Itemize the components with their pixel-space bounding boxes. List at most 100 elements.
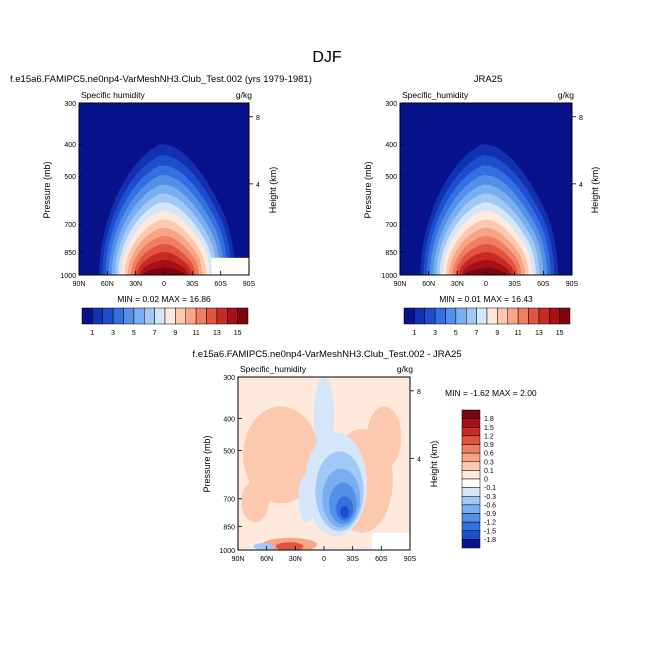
- colorbar-model: 1 3 5 7 9 11 13 15: [81, 307, 249, 337]
- colorbar-box: [227, 307, 238, 325]
- colorbar-box: [466, 307, 477, 325]
- colorbar-label: 9: [173, 330, 177, 337]
- right-tick-label: 8: [256, 115, 260, 122]
- colorbar-box: [528, 307, 540, 325]
- panel-obs-left-label: Specific_humidity: [402, 90, 469, 100]
- panel-obs-units: g/kg: [558, 90, 574, 100]
- panel-diff-ylabel-right: Height (km): [429, 441, 439, 488]
- panel-model-minmax: MIN = 0.02 MAX = 16.86: [117, 294, 211, 304]
- colorbar-label: -1.2: [484, 520, 496, 527]
- colorbar-box: [154, 307, 166, 325]
- x-tick-label: 60S: [214, 281, 227, 288]
- x-tick-label: 0: [484, 281, 488, 288]
- x-tick-label: 60N: [101, 281, 114, 288]
- colorbar-label: 5: [132, 330, 136, 337]
- colorbar-box: [476, 307, 488, 325]
- panel-diff-units: g/kg: [397, 364, 413, 374]
- colorbar-diff: 1.8 1.51.2 0.9 0.60.3 0.1 0-0.1 -0.3-0.6 -0.9 -1…: [461, 409, 496, 549]
- colorbar-box: [92, 307, 103, 325]
- colorbar-label: -0.3: [484, 494, 496, 501]
- y-tick-label: 500: [64, 174, 76, 181]
- colorbar-label: 13: [535, 330, 543, 337]
- contour-band: [313, 377, 335, 454]
- colorbar-box: [434, 307, 446, 325]
- contour-band: [253, 543, 275, 550]
- colorbar-label: 7: [475, 330, 479, 337]
- colorbar-label: 0.1: [484, 468, 494, 475]
- colorbar-label: -1.8: [484, 537, 496, 544]
- colorbar-box: [461, 496, 481, 506]
- colorbar-box: [461, 521, 481, 531]
- y-tick-label: 300: [385, 101, 397, 108]
- right-tick-label: 8: [579, 115, 583, 122]
- contour-band: [367, 406, 402, 469]
- plot-area-diff: 300 400 500 700 850 1000 8 4 90N 60N 30N 0 30S 60S 90S: [219, 375, 421, 563]
- y-tick-label: 1000: [60, 273, 76, 280]
- x-tick-label: 30N: [289, 556, 302, 563]
- right-tick-label: 4: [579, 182, 583, 189]
- panel-diff: f.e15a6.FAMIPC5.ne0np4-VarMeshNH3.Club_T…: [192, 349, 536, 563]
- colorbar-label: 15: [556, 330, 564, 337]
- colorbar-box: [445, 307, 457, 325]
- colorbar-box: [144, 307, 155, 325]
- x-tick-label: 30S: [346, 556, 359, 563]
- colorbar-box: [81, 307, 93, 325]
- colorbar-label: 0.9: [484, 442, 494, 449]
- colorbar-label: 1.5: [484, 425, 494, 432]
- colorbar-label: 3: [111, 330, 115, 337]
- colorbar-box: [237, 307, 249, 325]
- x-tick-label: 60N: [260, 556, 273, 563]
- y-tick-label: 300: [64, 101, 76, 108]
- colorbar-box: [461, 452, 481, 462]
- colorbar-label: -0.6: [484, 502, 496, 509]
- y-tick-label: 700: [385, 222, 397, 229]
- x-tick-label: 90N: [73, 281, 86, 288]
- contour-band: [241, 480, 269, 523]
- colorbar-box: [461, 504, 481, 514]
- y-tick-label: 300: [223, 375, 235, 382]
- colorbar-label: 5: [454, 330, 458, 337]
- x-tick-label: 90S: [566, 281, 579, 288]
- right-tick-label: 4: [417, 456, 421, 463]
- y-tick-label: 400: [385, 142, 397, 149]
- y-tick-label: 850: [385, 250, 397, 257]
- colorbar-box: [185, 307, 197, 325]
- colorbar-label: 3: [433, 330, 437, 337]
- colorbar-label: 11: [514, 330, 521, 337]
- colorbar-box: [461, 470, 481, 480]
- y-tick-label: 700: [64, 222, 76, 229]
- x-tick-label: 30N: [129, 281, 142, 288]
- x-tick-label: 30N: [451, 281, 464, 288]
- colorbar-box: [414, 307, 425, 325]
- colorbar-box: [497, 307, 508, 325]
- colorbar-box: [461, 513, 481, 523]
- panel-obs-ylabel: Pressure (mb): [363, 161, 373, 218]
- colorbar-box: [424, 307, 436, 325]
- colorbar-box: [461, 435, 481, 445]
- colorbar-obs: 1 3 5 7 9 11 13 15: [403, 307, 571, 337]
- plot-area-model: 300 400 500 700 850 1000 8 4 90N 60N 30N 0 30S 60S 90S: [60, 101, 260, 288]
- panel-diff-ylabel: Pressure (mb): [202, 435, 212, 492]
- colorbar-box: [112, 307, 124, 325]
- x-tick-label: 60N: [422, 281, 435, 288]
- colorbar-label: 1.8: [484, 416, 494, 423]
- colorbar-box: [507, 307, 519, 325]
- right-tick-label: 8: [417, 389, 421, 396]
- colorbar-box: [133, 307, 145, 325]
- x-tick-label: 0: [162, 281, 166, 288]
- colorbar-box: [206, 307, 218, 325]
- y-tick-label: 850: [64, 250, 76, 257]
- y-tick-label: 700: [223, 497, 235, 504]
- contour-band: [275, 542, 304, 550]
- colorbar-box: [403, 307, 415, 325]
- x-tick-label: 90S: [404, 556, 417, 563]
- panel-obs-ylabel-right: Height (km): [590, 167, 600, 214]
- x-tick-label: 90N: [232, 556, 245, 563]
- colorbar-box: [175, 307, 186, 325]
- panel-diff-title: f.e15a6.FAMIPC5.ne0np4-VarMeshNH3.Club_T…: [192, 349, 461, 360]
- panel-model-units: g/kg: [236, 90, 252, 100]
- panel-model-left-label: Specific humidity: [81, 90, 146, 100]
- contour-band: [243, 406, 319, 504]
- x-tick-label: 60S: [375, 556, 388, 563]
